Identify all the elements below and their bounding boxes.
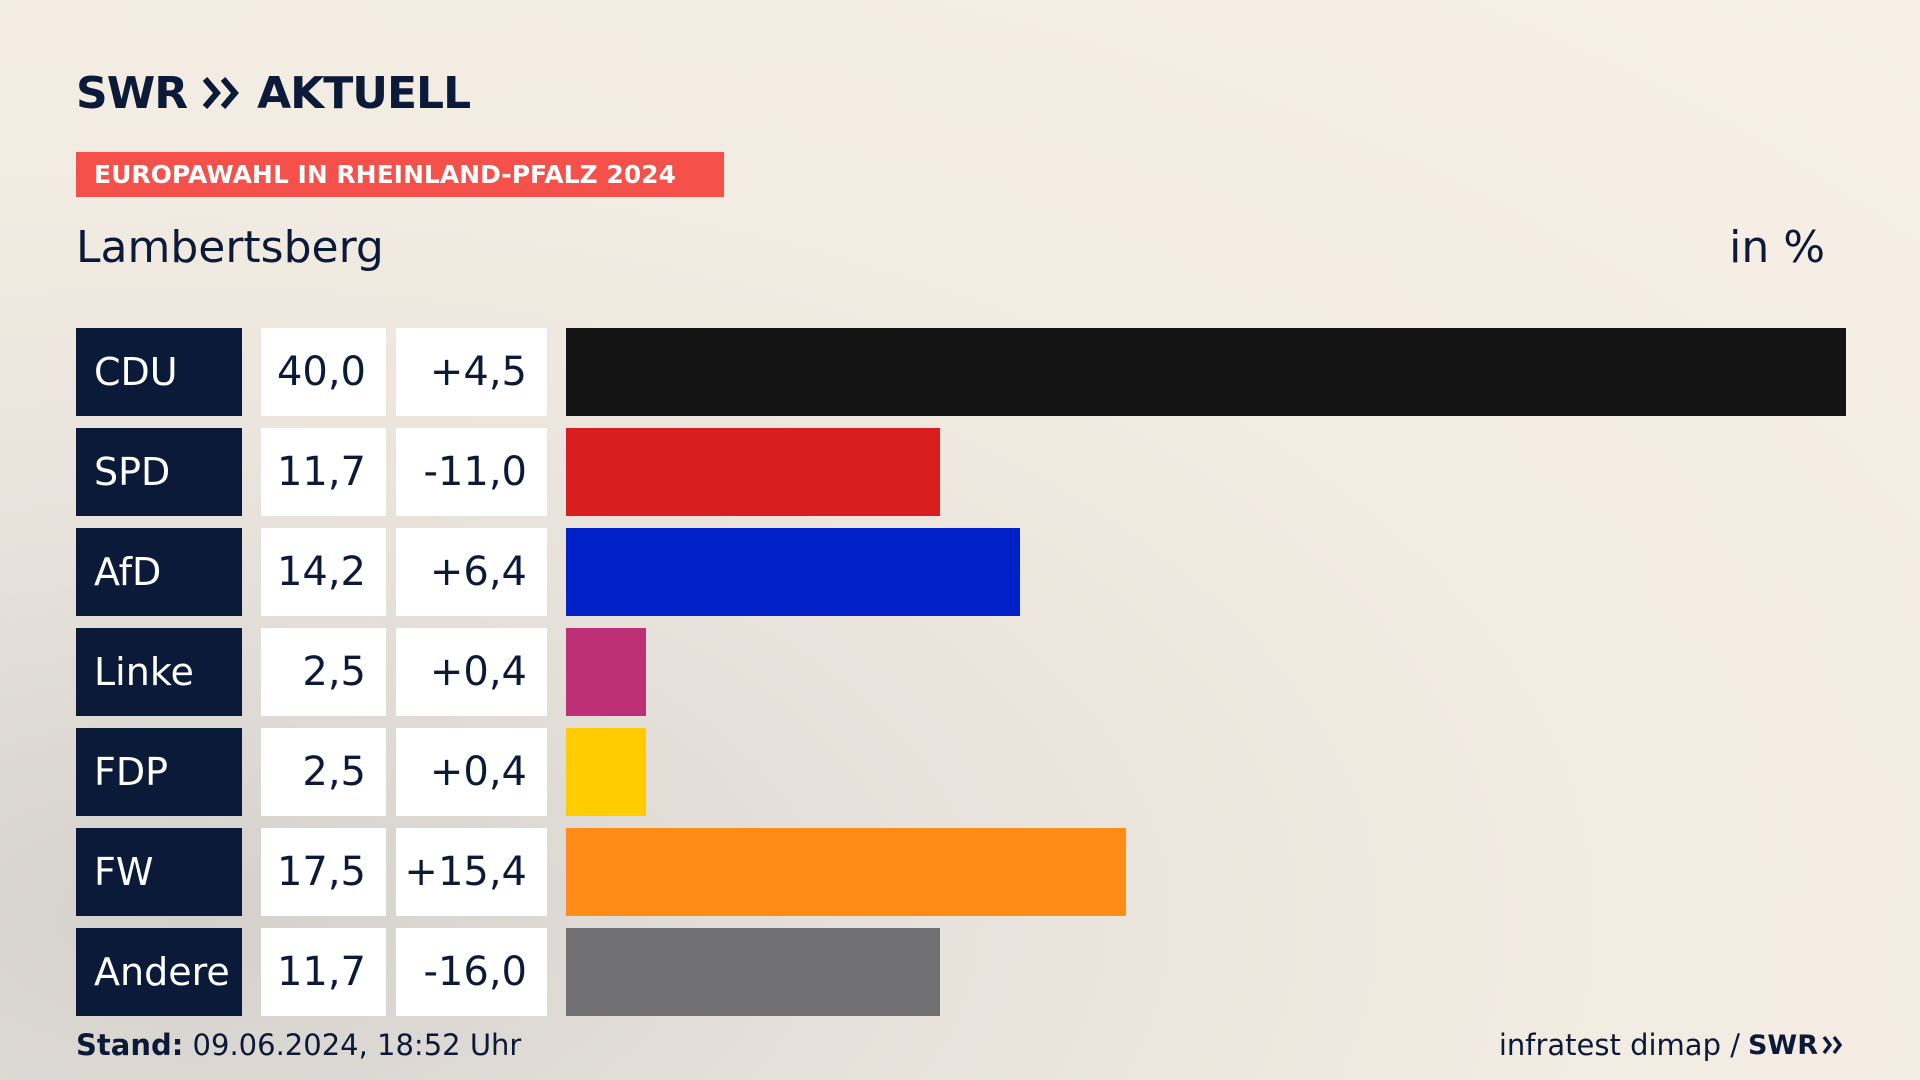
bar-spd: [566, 428, 941, 516]
result-row-cdu: CDU 40,0 +4,5: [0, 328, 1920, 416]
brand-swr: SWR: [76, 67, 188, 119]
stand-value: 09.06.2024, 18:52 Uhr: [192, 1028, 522, 1062]
party-label: FDP: [76, 728, 242, 816]
vote-change: +0,4: [396, 728, 547, 816]
source-text: infratest dimap /: [1498, 1028, 1740, 1062]
vote-share: 17,5: [261, 828, 386, 916]
election-banner: EUROPAWAHL IN RHEINLAND-PFALZ 2024: [76, 152, 724, 197]
bar-cdu: [566, 328, 1846, 416]
result-row-fdp: FDP 2,5 +0,4: [0, 728, 1920, 816]
result-row-andere: Andere 11,7 -16,0: [0, 928, 1920, 1016]
vote-share: 11,7: [261, 428, 386, 516]
vote-change: +6,4: [396, 528, 547, 616]
party-label: SPD: [76, 428, 242, 516]
vote-change: -16,0: [396, 928, 547, 1016]
source-brand-text: SWR: [1747, 1029, 1818, 1061]
bar-linke: [566, 628, 646, 716]
vote-share: 11,7: [261, 928, 386, 1016]
party-label: FW: [76, 828, 242, 916]
result-row-fw: FW 17,5 +15,4: [0, 828, 1920, 916]
result-row-linke: Linke 2,5 +0,4: [0, 628, 1920, 716]
unit-label: in %: [1729, 222, 1825, 273]
party-label: AfD: [76, 528, 242, 616]
swr-aktuell-logo: SWR AKTUELL: [76, 67, 471, 119]
party-label: CDU: [76, 328, 242, 416]
vote-share: 2,5: [261, 628, 386, 716]
vote-change: +4,5: [396, 328, 547, 416]
vote-change: +15,4: [396, 828, 547, 916]
result-row-afd: AfD 14,2 +6,4: [0, 528, 1920, 616]
bar-andere: [566, 928, 941, 1016]
vote-share: 14,2: [261, 528, 386, 616]
vote-share: 40,0: [261, 328, 386, 416]
vote-change: +0,4: [396, 628, 547, 716]
bar-afd: [566, 528, 1021, 616]
stand-label: Stand:: [76, 1028, 184, 1062]
vote-change: -11,0: [396, 428, 547, 516]
result-row-spd: SPD 11,7 -11,0: [0, 428, 1920, 516]
source-brand: SWR: [1748, 1030, 1844, 1061]
party-label: Linke: [76, 628, 242, 716]
timestamp: Stand: 09.06.2024, 18:52 Uhr: [76, 1028, 521, 1062]
bar-fw: [566, 828, 1126, 916]
brand-aktuell: AKTUELL: [257, 67, 471, 119]
bar-fdp: [566, 728, 646, 816]
vote-share: 2,5: [261, 728, 386, 816]
double-chevron-icon: [202, 77, 240, 109]
double-chevron-small-icon: [1822, 1035, 1843, 1055]
party-label: Andere: [76, 928, 242, 1016]
source-credit: infratest dimap / SWR: [1499, 1028, 1844, 1062]
place-title: Lambertsberg: [76, 222, 384, 273]
